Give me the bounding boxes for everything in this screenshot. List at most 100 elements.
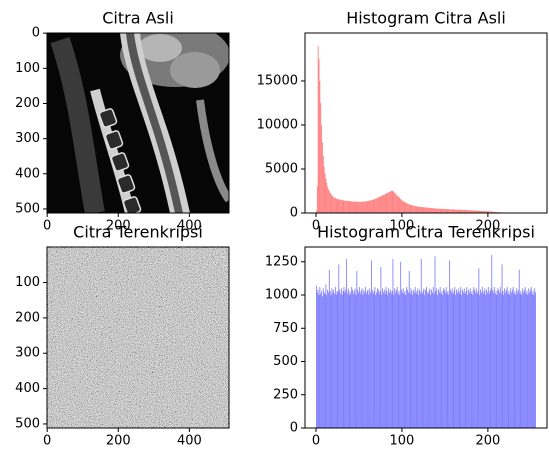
histogram-bar (416, 291, 418, 428)
histogram-bar (416, 206, 418, 213)
histogram-bar (494, 293, 496, 428)
x-tick-label: 100 (390, 434, 415, 449)
histogram-bar (494, 211, 496, 213)
histogram-bar (384, 293, 386, 428)
histogram-bar (376, 292, 378, 428)
histogram-bar (398, 197, 400, 213)
histogram-bar (531, 293, 533, 428)
histogram-bar (316, 285, 317, 428)
histogram-bar (343, 287, 345, 428)
histogram-bar (511, 289, 513, 428)
histogram-bar (448, 295, 450, 428)
histogram-bar (434, 256, 436, 428)
histogram-bar (470, 210, 472, 213)
histogram-bar (385, 193, 387, 213)
histogram-bar (514, 291, 516, 428)
histogram-bar (463, 288, 465, 428)
histogram-bar (432, 292, 433, 428)
histogram-bar (382, 195, 384, 213)
histogram-bar (373, 291, 375, 428)
histogram-bar (498, 289, 500, 428)
y-tick-label: 100 (15, 61, 40, 76)
histogram-bar (378, 197, 380, 213)
histogram-bar (478, 210, 480, 213)
histogram-bar (524, 287, 526, 428)
histogram-bar (462, 209, 463, 213)
histogram-bar (365, 293, 367, 428)
histogram-bar (425, 289, 426, 428)
histogram-bar (458, 293, 460, 428)
histogram-bar (395, 193, 396, 213)
histogram-bar (501, 264, 503, 428)
histogram-bar (476, 210, 478, 213)
histogram-bar (393, 191, 395, 213)
histogram-bar (360, 291, 362, 428)
histogram-bar (419, 289, 420, 428)
histogram-bar (418, 206, 420, 213)
histogram-bar (354, 201, 356, 213)
histogram-bar (519, 293, 521, 428)
x-tick-label: 0 (312, 219, 320, 234)
histogram-bar (468, 210, 469, 213)
histogram-bar (465, 291, 467, 428)
histogram-bar (321, 291, 323, 428)
histogram-bar (453, 291, 455, 428)
histogram-bar (512, 287, 514, 428)
x-tick-label: 0 (312, 434, 320, 449)
histogram-bar (332, 292, 334, 428)
histogram-bar (403, 293, 405, 428)
histogram-bar (419, 292, 421, 428)
histogram-bar (317, 289, 319, 428)
histogram-bar (478, 268, 480, 428)
histogram-bar (527, 295, 529, 428)
y-tick-label: 100 (15, 275, 40, 290)
histogram-bar (469, 288, 471, 428)
histogram-bar (456, 292, 458, 428)
histogram-bar (483, 291, 485, 428)
histogram-bar (471, 210, 473, 213)
histogram-bar (344, 200, 346, 213)
histogram-bar (417, 288, 419, 428)
histogram-bar (322, 155, 324, 213)
histogram-bar (357, 201, 359, 213)
histogram-bar (420, 259, 422, 428)
histogram-bar (434, 208, 436, 213)
histogram-bar (339, 199, 341, 213)
histogram-bar (408, 204, 410, 213)
histogram-bar (474, 210, 476, 213)
histogram-bar (329, 291, 331, 428)
histogram-bar (523, 289, 525, 428)
histogram-bar (345, 200, 347, 213)
histogram-bar (347, 201, 349, 213)
histogram-bar (380, 196, 382, 213)
histogram-bar (415, 206, 417, 213)
histogram-bar (469, 210, 471, 213)
x-tick-label: 100 (390, 219, 415, 234)
histogram-bar (338, 199, 340, 213)
histogram-bar (405, 202, 407, 213)
histogram-bar (505, 289, 507, 428)
histogram-bar (422, 207, 424, 213)
histogram-bar (459, 291, 461, 428)
histogram-bar (334, 293, 335, 428)
histogram-bar (518, 269, 520, 428)
histogram-bar (436, 288, 438, 428)
histogram-bar (525, 293, 527, 428)
histogram-bar (357, 289, 359, 428)
histogram-bar (346, 200, 348, 213)
histogram-bar (488, 211, 490, 213)
histogram-bar (479, 210, 481, 213)
histogram-bar (482, 293, 484, 428)
histogram-bar (504, 288, 506, 428)
x-tick-label: 200 (106, 219, 131, 234)
y-tick-label: 300 (15, 346, 40, 361)
histogram-bar (345, 289, 347, 428)
histogram-bar (450, 209, 452, 213)
y-tick-label: 0 (290, 421, 298, 436)
histogram-bar (328, 292, 329, 428)
histogram-bar (433, 208, 435, 213)
y-tick-label: 200 (15, 96, 40, 111)
histogram-bar (346, 293, 348, 428)
histogram-bar (471, 291, 473, 428)
chart-title: Histogram Citra Asli (346, 9, 506, 28)
